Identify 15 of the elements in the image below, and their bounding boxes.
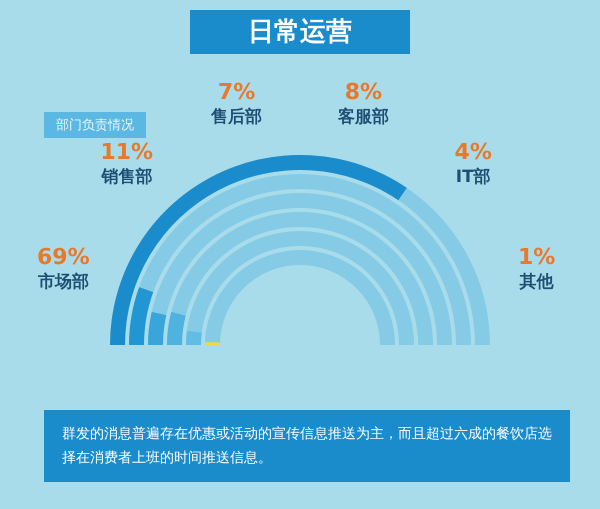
category-label: 市场部 xyxy=(36,270,90,293)
text: 群发的消息普遍存在优惠或活动的宣传信息推送为主，而且超过六成的餐饮店选择在消费者上班的时间推送信息。 xyxy=(44,410,570,482)
category-label: 售后部 xyxy=(210,106,264,128)
category-label: 销售部 xyxy=(100,166,154,188)
data-label: 11% xyxy=(99,140,154,166)
text: 部门负责情况 xyxy=(44,112,146,138)
data-label: 4% xyxy=(454,140,493,166)
data-label: 1% xyxy=(516,244,556,270)
data-label: 69% xyxy=(36,244,91,270)
data-label: 7% xyxy=(216,80,256,106)
category-label: 其他 xyxy=(518,270,555,293)
text: 日常运营 xyxy=(190,10,410,54)
data-label: 8% xyxy=(344,80,384,106)
category-label: 客服部 xyxy=(336,106,390,128)
category-label: IT部 xyxy=(454,166,492,188)
